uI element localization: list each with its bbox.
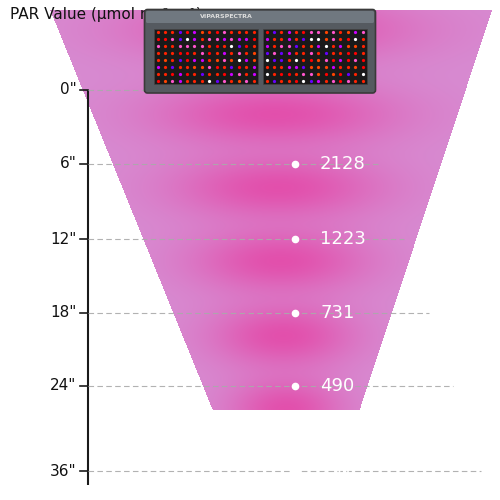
Text: 12": 12" — [50, 232, 76, 246]
Text: 1223: 1223 — [320, 230, 366, 248]
Bar — [154, 28, 258, 84]
Bar — [262, 28, 366, 84]
FancyBboxPatch shape — [146, 11, 374, 23]
Text: 24": 24" — [50, 378, 76, 394]
Text: 36": 36" — [50, 464, 76, 478]
Text: 18": 18" — [50, 305, 76, 320]
Text: 2128: 2128 — [320, 155, 366, 173]
Text: 251: 251 — [320, 462, 354, 480]
FancyBboxPatch shape — [144, 10, 376, 93]
Text: VIPARSPECTRA: VIPARSPECTRA — [200, 14, 252, 19]
Text: 6": 6" — [60, 156, 76, 172]
Text: PAR Value (μmol m⁻² s⁻¹): PAR Value (μmol m⁻² s⁻¹) — [10, 8, 202, 22]
Text: 0": 0" — [60, 82, 76, 98]
Text: 731: 731 — [320, 304, 354, 322]
Text: 490: 490 — [320, 377, 354, 395]
